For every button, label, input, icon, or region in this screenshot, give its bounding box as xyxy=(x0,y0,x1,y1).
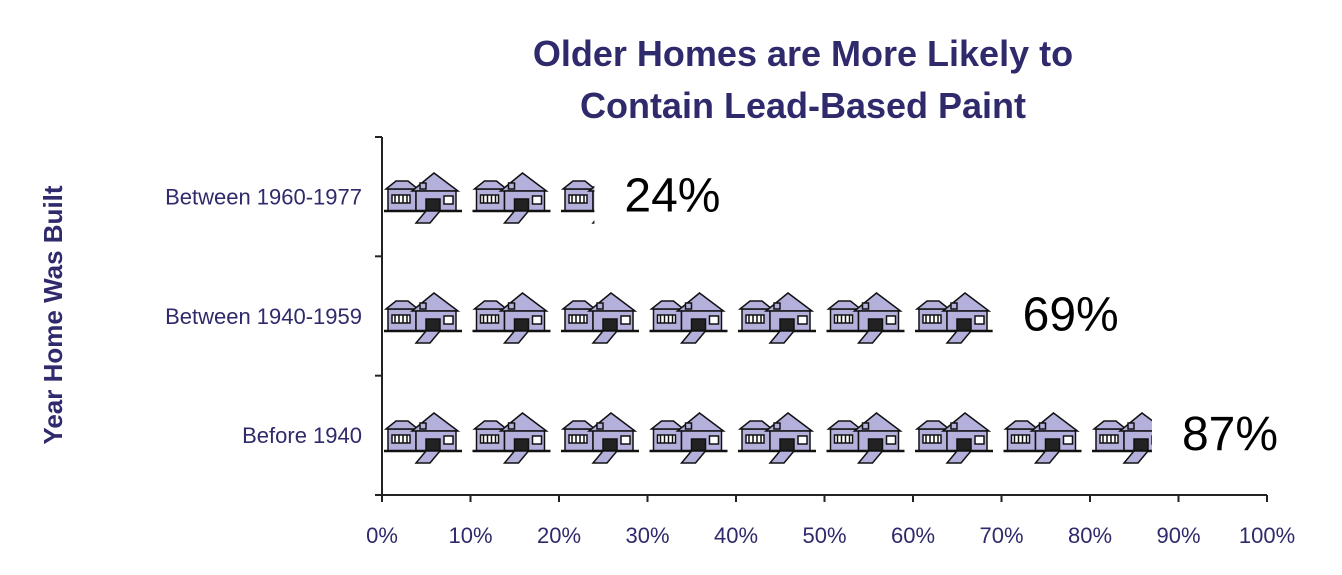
y-tick-label: Between 1940-1959 xyxy=(165,304,362,329)
value-label: 87% xyxy=(1182,408,1278,461)
x-tick-label: 40% xyxy=(714,523,758,548)
x-tick-label: 10% xyxy=(448,523,492,548)
x-tick-label: 0% xyxy=(366,523,398,548)
x-tick-label: 50% xyxy=(802,523,846,548)
x-tick-label: 60% xyxy=(891,523,935,548)
value-label: 24% xyxy=(624,169,720,222)
house-bar xyxy=(382,290,993,346)
x-tick-label: 100% xyxy=(1239,523,1295,548)
x-tick-label: 20% xyxy=(537,523,581,548)
x-tick-label: 70% xyxy=(979,523,1023,548)
value-label: 69% xyxy=(1023,289,1119,342)
x-tick-label: 30% xyxy=(625,523,669,548)
chart-title: Older Homes are More Likely to Contain L… xyxy=(532,33,1074,126)
x-tick-label: 90% xyxy=(1156,523,1200,548)
y-tick-label: Between 1960-1977 xyxy=(165,184,362,209)
house-bar xyxy=(382,170,595,227)
y-tick-label: Before 1940 xyxy=(242,423,362,448)
x-tick-label: 80% xyxy=(1068,523,1112,548)
house-bar xyxy=(382,409,1152,466)
y-axis-title: Year Home Was Built xyxy=(38,185,68,444)
